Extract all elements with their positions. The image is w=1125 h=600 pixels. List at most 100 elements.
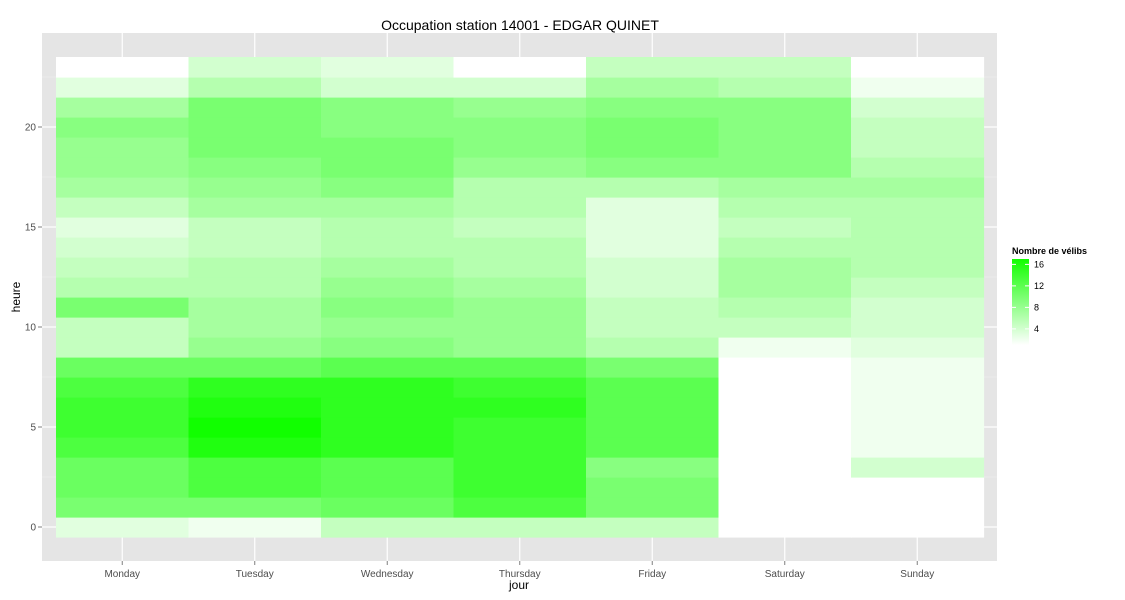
heatmap-cell bbox=[453, 237, 587, 258]
heatmap-cell bbox=[586, 157, 720, 178]
heatmap-cell bbox=[851, 357, 985, 378]
heatmap-cell bbox=[56, 437, 190, 458]
heatmap-cell bbox=[718, 477, 852, 498]
heatmap-cell bbox=[56, 497, 190, 518]
heatmap-cell bbox=[56, 237, 190, 258]
x-axis-title: jour bbox=[508, 578, 529, 592]
heatmap-cells bbox=[56, 57, 985, 538]
heatmap-cell bbox=[586, 77, 720, 98]
legend-colorbar bbox=[1012, 259, 1029, 345]
heatmap-cell bbox=[586, 217, 720, 238]
heatmap-cell bbox=[586, 57, 720, 78]
heatmap-cell bbox=[188, 77, 322, 98]
heatmap-cell bbox=[56, 117, 190, 138]
heatmap-cell bbox=[586, 357, 720, 378]
x-tick-label: Thursday bbox=[499, 569, 541, 580]
heatmap-cell bbox=[718, 97, 852, 118]
legend-tick-label: 8 bbox=[1034, 302, 1039, 312]
heatmap-cell bbox=[188, 157, 322, 178]
heatmap-cell bbox=[321, 277, 455, 298]
heatmap-cell bbox=[851, 57, 985, 78]
heatmap-cell bbox=[851, 97, 985, 118]
heatmap-cell bbox=[453, 117, 587, 138]
legend-ticks: 4 8 12 16 bbox=[1012, 259, 1044, 334]
heatmap-cell bbox=[188, 177, 322, 198]
heatmap-cell bbox=[56, 157, 190, 178]
heatmap-cell bbox=[586, 277, 720, 298]
heatmap-cell bbox=[851, 317, 985, 338]
heatmap-cell bbox=[56, 137, 190, 158]
heatmap-cell bbox=[453, 57, 587, 78]
heatmap-cell bbox=[188, 437, 322, 458]
heatmap-cell bbox=[851, 177, 985, 198]
heatmap-cell bbox=[453, 457, 587, 478]
x-tick-label: Tuesday bbox=[236, 569, 274, 580]
legend-tick-label: 4 bbox=[1034, 324, 1039, 334]
heatmap-cell bbox=[453, 97, 587, 118]
heatmap-cell bbox=[718, 157, 852, 178]
y-tick-label: 5 bbox=[30, 423, 36, 434]
heatmap-cell bbox=[188, 357, 322, 378]
heatmap-cell bbox=[453, 137, 587, 158]
heatmap-cell bbox=[586, 417, 720, 438]
heatmap-cell bbox=[188, 477, 322, 498]
y-tick-label: 20 bbox=[25, 123, 37, 134]
heatmap-cell bbox=[453, 397, 587, 418]
heatmap-cell bbox=[56, 337, 190, 358]
heatmap-cell bbox=[453, 197, 587, 218]
heatmap-cell bbox=[586, 337, 720, 358]
heatmap-cell bbox=[851, 457, 985, 478]
y-tick-label: 15 bbox=[25, 223, 37, 234]
heatmap-cell bbox=[718, 237, 852, 258]
heatmap-cell bbox=[851, 337, 985, 358]
heatmap-cell bbox=[586, 477, 720, 498]
heatmap-cell bbox=[851, 377, 985, 398]
heatmap-cell bbox=[586, 317, 720, 338]
heatmap-cell bbox=[718, 177, 852, 198]
heatmap-cell bbox=[718, 497, 852, 518]
heatmap-cell bbox=[718, 117, 852, 138]
heatmap-cell bbox=[188, 117, 322, 138]
heatmap-cell bbox=[586, 177, 720, 198]
heatmap-cell bbox=[586, 197, 720, 218]
heatmap-cell bbox=[188, 497, 322, 518]
x-tick-label: Friday bbox=[638, 569, 666, 580]
heatmap-cell bbox=[56, 77, 190, 98]
heatmap-cell bbox=[851, 77, 985, 98]
heatmap-cell bbox=[453, 417, 587, 438]
heatmap-cell bbox=[851, 157, 985, 178]
heatmap-cell bbox=[321, 497, 455, 518]
heatmap-cell bbox=[56, 297, 190, 318]
heatmap-cell bbox=[851, 197, 985, 218]
legend-title: Nombre de vélibs bbox=[1012, 246, 1087, 256]
chart-title: Occupation station 14001 - EDGAR QUINET bbox=[381, 17, 659, 33]
heatmap-cell bbox=[188, 417, 322, 438]
heatmap-cell bbox=[718, 337, 852, 358]
heatmap-cell bbox=[586, 377, 720, 398]
heatmap-cell bbox=[321, 197, 455, 218]
heatmap-cell bbox=[453, 357, 587, 378]
heatmap-cell bbox=[851, 477, 985, 498]
x-axis: Monday Tuesday Wednesday Thursday Friday Satu… bbox=[104, 561, 934, 580]
x-tick-label: Saturday bbox=[765, 569, 805, 580]
heatmap-cell bbox=[851, 417, 985, 438]
heatmap-cell bbox=[56, 377, 190, 398]
heatmap-cell bbox=[718, 257, 852, 278]
heatmap-cell bbox=[188, 97, 322, 118]
heatmap-cell bbox=[453, 517, 587, 538]
heatmap-cell bbox=[453, 77, 587, 98]
heatmap-cell bbox=[321, 57, 455, 78]
heatmap-cell bbox=[56, 277, 190, 298]
y-axis-title: heure bbox=[9, 281, 23, 312]
heatmap-cell bbox=[188, 217, 322, 238]
heatmap-cell bbox=[851, 397, 985, 418]
x-tick-label: Sunday bbox=[900, 569, 934, 580]
heatmap-cell bbox=[453, 377, 587, 398]
heatmap-cell bbox=[851, 517, 985, 538]
heatmap-cell bbox=[851, 257, 985, 278]
heatmap-cell bbox=[56, 57, 190, 78]
heatmap-cell bbox=[851, 437, 985, 458]
heatmap-cell bbox=[718, 457, 852, 478]
heatmap-cell bbox=[321, 177, 455, 198]
